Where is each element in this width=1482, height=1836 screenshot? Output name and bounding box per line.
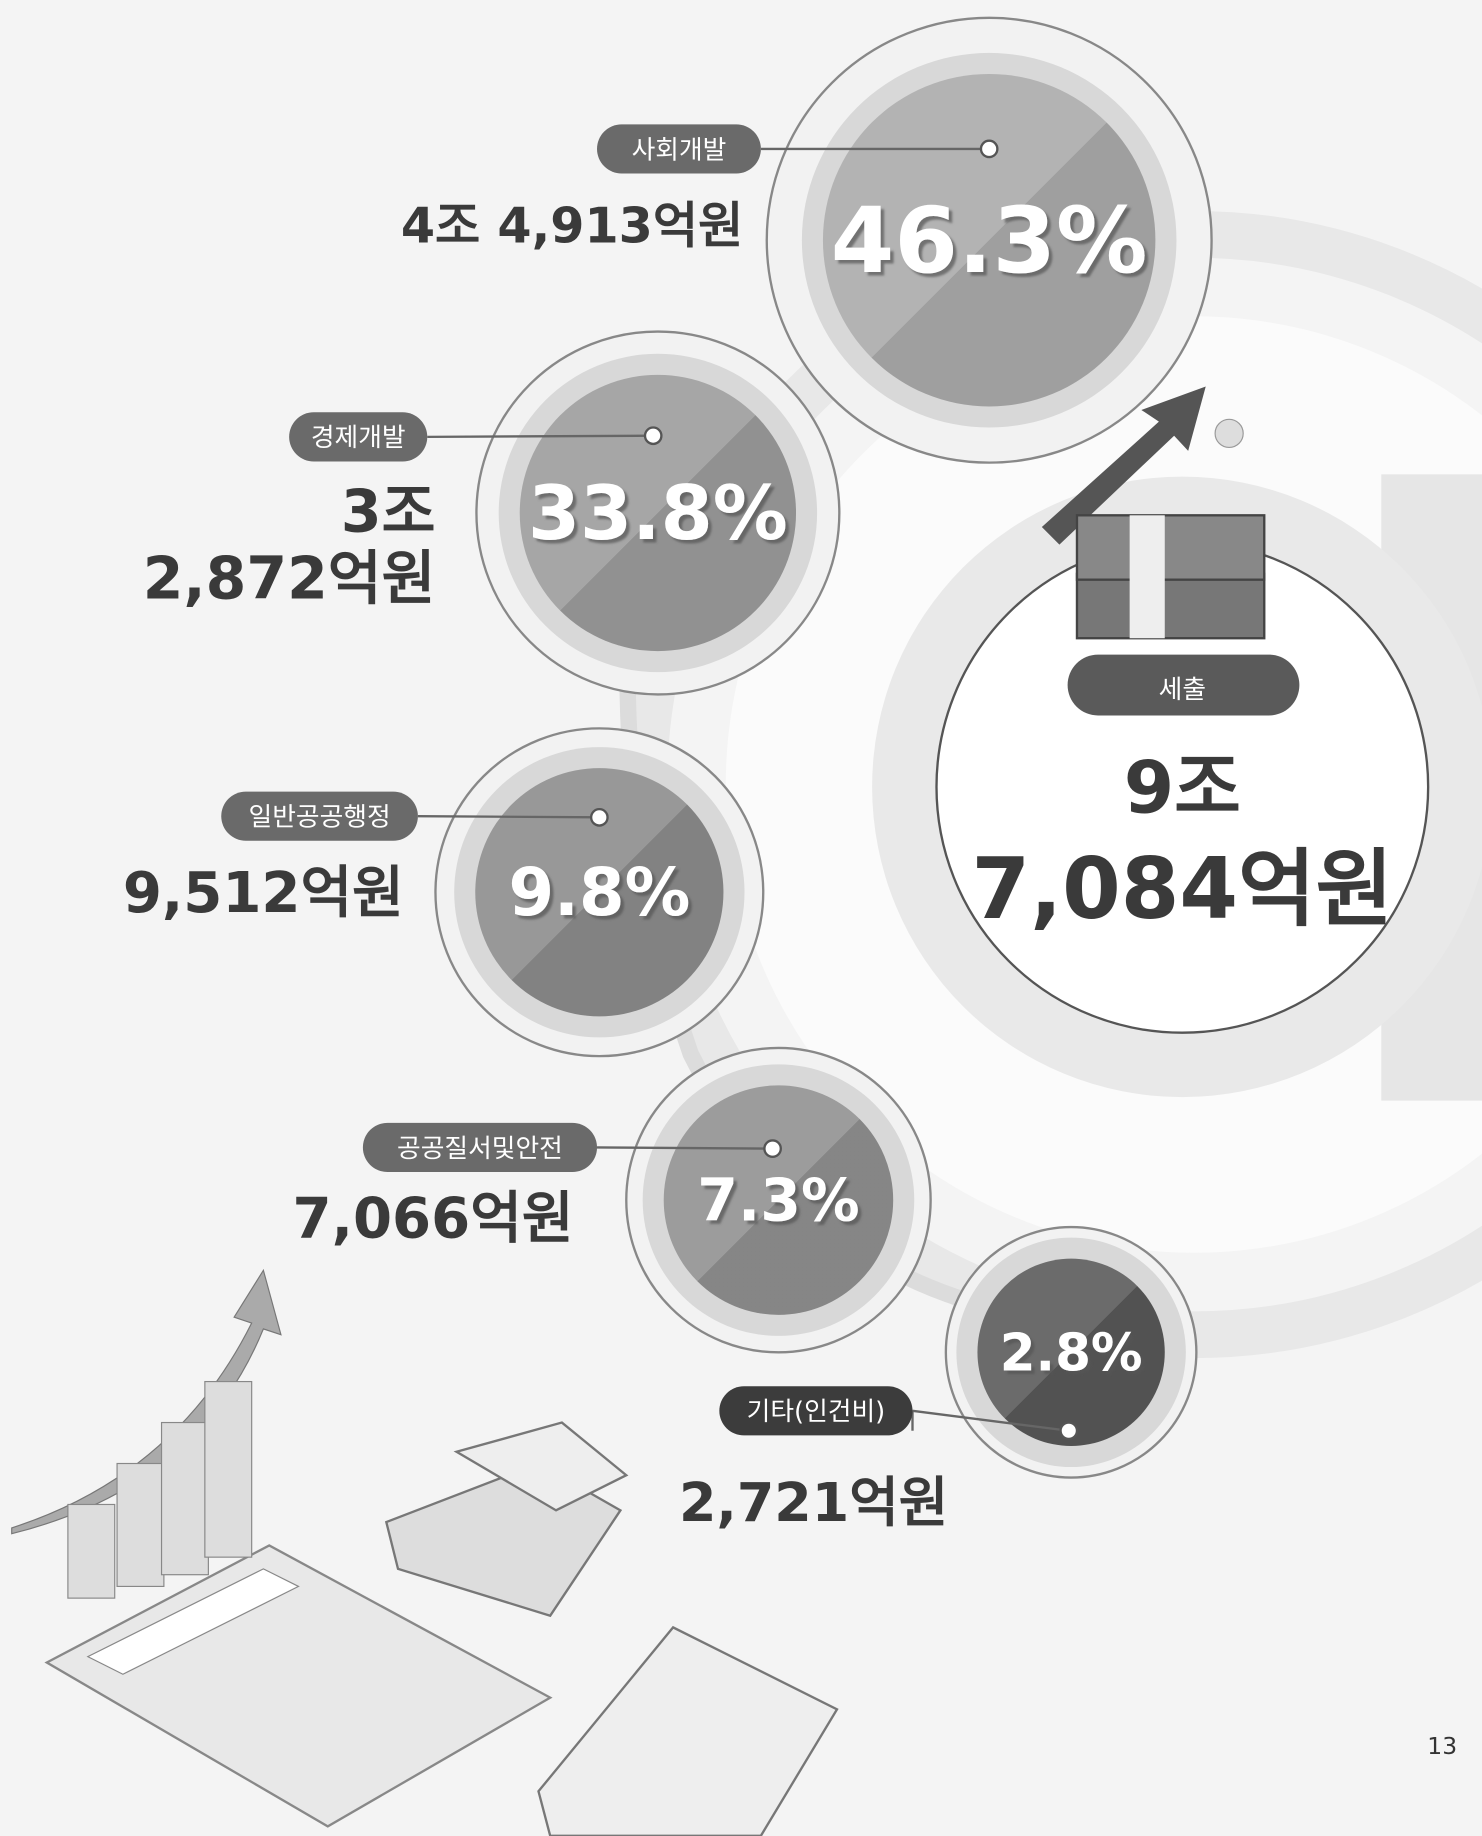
total-amount: 7,084억원 <box>972 840 1394 938</box>
category-label: 사회개발 <box>632 135 727 165</box>
amount-value: 7,066억원 <box>293 1187 574 1252</box>
leader-line <box>418 816 599 817</box>
category-label: 기타(인건비) <box>747 1397 886 1427</box>
amount-value: 4조 4,913억원 <box>401 197 743 255</box>
category-label: 경제개발 <box>311 423 406 453</box>
percent-value: 7.3% <box>697 1167 859 1235</box>
leader-dot <box>591 809 607 825</box>
leader-line <box>597 1147 773 1148</box>
percent-value: 33.8% <box>528 469 788 557</box>
leader-line <box>427 436 653 437</box>
category-label: 일반공공행정 <box>249 803 391 833</box>
total-label: 세출 <box>1159 675 1206 705</box>
page: {"items":[ {"label":"사회개발","amount":["4조… <box>0 0 1482 1836</box>
amount-value: 2,872억원 <box>143 544 436 612</box>
page-number: 13 <box>1427 1732 1457 1760</box>
percent-value: 9.8% <box>508 855 690 931</box>
leader-dot <box>645 428 661 444</box>
percent-value: 2.8% <box>1000 1323 1143 1383</box>
amount-value: 9,512억원 <box>123 861 404 926</box>
infographic: 사회개발 46.3% 4조 4,913억원경제개발 33.8% 3조2,872억원일반공… <box>0 0 1482 1836</box>
leader-dot <box>764 1140 780 1156</box>
category-label: 공공질서및안전 <box>397 1134 563 1164</box>
amount-value: 3조 <box>341 478 436 546</box>
percent-value: 46.3% <box>831 187 1148 294</box>
total-amount: 9조 <box>1124 747 1241 831</box>
leader-dot <box>981 141 997 157</box>
leader-dot <box>1061 1423 1077 1439</box>
amount-value: 2,721억원 <box>679 1471 948 1534</box>
